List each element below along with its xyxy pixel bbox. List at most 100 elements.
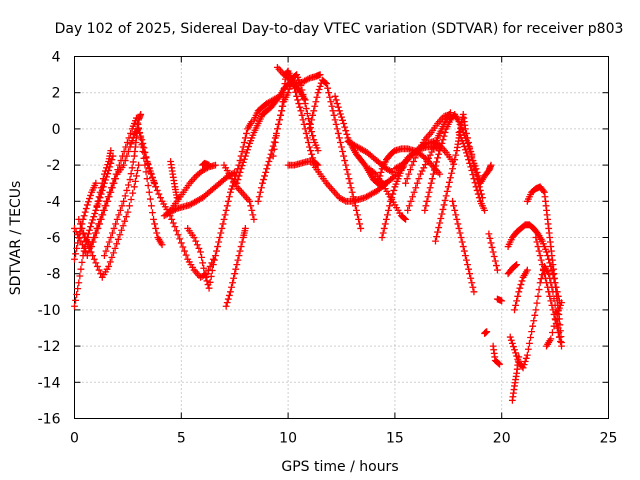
data-point <box>527 334 534 341</box>
data-point <box>541 270 548 278</box>
data-point <box>512 262 519 269</box>
data-point <box>411 154 419 162</box>
data-point <box>91 234 99 241</box>
data-point <box>558 342 565 350</box>
data-point <box>133 172 140 180</box>
data-point <box>82 205 90 212</box>
data-point <box>463 256 470 264</box>
data-point <box>495 359 502 367</box>
data-point <box>339 116 346 124</box>
data-point <box>83 201 91 209</box>
data-point <box>195 244 203 252</box>
data-point <box>528 328 536 336</box>
data-point <box>240 155 248 163</box>
data-point <box>75 279 83 287</box>
data-point <box>300 120 308 128</box>
data-point <box>228 185 235 193</box>
data-point <box>405 170 413 178</box>
series-arc17 <box>250 92 283 124</box>
data-point <box>417 170 424 178</box>
data-point <box>78 258 86 266</box>
data-point <box>90 255 98 263</box>
data-point <box>153 187 161 194</box>
data-point <box>426 151 434 159</box>
data-point <box>118 226 125 234</box>
data-point <box>345 175 353 183</box>
data-point <box>71 302 78 310</box>
data-point <box>92 259 100 267</box>
data-point <box>259 179 266 187</box>
data-point <box>506 333 514 341</box>
data-point <box>217 229 225 237</box>
data-point <box>335 107 343 115</box>
data-point <box>555 333 563 341</box>
data-point <box>108 254 116 261</box>
data-point <box>433 158 440 166</box>
data-point <box>437 143 445 151</box>
series-arc15 <box>222 225 249 310</box>
data-point <box>385 206 392 214</box>
data-point <box>94 263 101 270</box>
data-point <box>97 216 105 223</box>
data-point <box>193 241 201 249</box>
data-point <box>459 139 467 147</box>
data-point <box>234 176 242 183</box>
data-point <box>429 170 437 178</box>
data-point <box>181 247 188 255</box>
data-point <box>92 206 100 214</box>
data-point <box>440 132 448 140</box>
data-point <box>142 154 150 162</box>
data-point <box>106 258 114 266</box>
data-point <box>77 265 85 273</box>
data-point <box>142 168 150 176</box>
data-point <box>105 263 113 270</box>
series-arc48 <box>543 299 565 350</box>
data-point <box>357 225 365 232</box>
data-point <box>199 259 207 267</box>
data-point <box>518 277 526 285</box>
data-point <box>250 216 258 223</box>
data-point <box>118 202 126 210</box>
data-point <box>236 247 244 255</box>
data-point <box>437 215 445 222</box>
data-point <box>128 137 136 145</box>
data-point <box>514 292 522 300</box>
data-point <box>532 234 540 241</box>
data-point <box>79 230 87 238</box>
data-point <box>534 243 542 250</box>
data-point <box>121 217 129 225</box>
data-point <box>105 238 113 246</box>
series-arc45 <box>523 183 565 346</box>
data-point <box>450 202 458 210</box>
data-point <box>467 163 475 171</box>
data-point <box>223 299 231 307</box>
data-point <box>434 228 442 236</box>
data-point <box>542 274 549 282</box>
data-point <box>340 152 348 160</box>
data-point <box>238 148 246 155</box>
data-point <box>427 179 435 187</box>
data-point <box>418 167 426 175</box>
data-point <box>111 244 119 252</box>
series-arc05 <box>79 161 142 281</box>
data-point <box>144 159 152 167</box>
data-point <box>192 237 200 245</box>
data-point <box>113 240 121 248</box>
data-point <box>511 306 518 314</box>
data-point <box>545 255 553 263</box>
data-point <box>425 154 432 162</box>
data-point <box>241 134 249 142</box>
data-point <box>521 358 529 365</box>
data-point <box>389 190 397 198</box>
data-point <box>454 220 462 228</box>
data-point <box>75 234 83 241</box>
data-point <box>543 248 550 256</box>
data-point <box>265 158 273 165</box>
data-point <box>534 292 542 300</box>
data-point <box>520 361 528 369</box>
data-point <box>87 223 94 231</box>
data-point <box>95 266 103 274</box>
data-point <box>102 202 110 210</box>
data-point <box>293 92 301 100</box>
